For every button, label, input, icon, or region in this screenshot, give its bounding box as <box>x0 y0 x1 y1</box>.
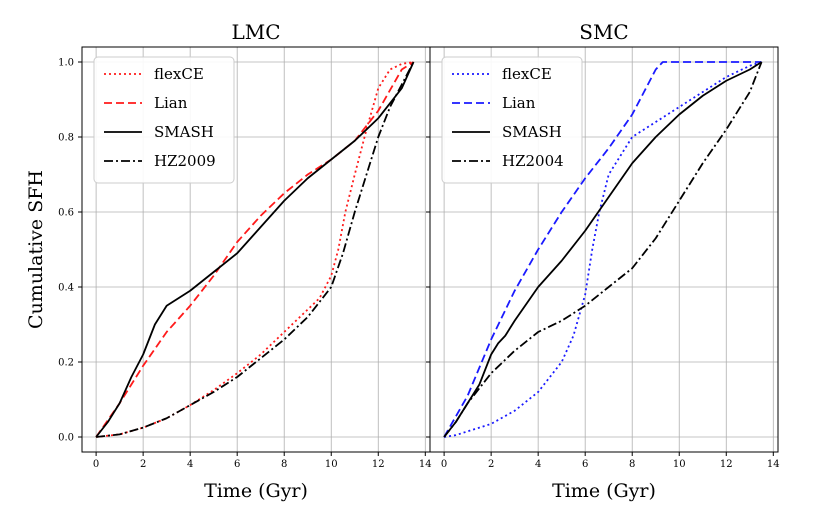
x-tick-label: 10 <box>325 459 338 470</box>
series-line-flexce <box>96 61 414 438</box>
legend-label: HZ2004 <box>502 152 564 170</box>
series-line-smash <box>443 61 763 438</box>
legend-label: HZ2009 <box>154 152 216 170</box>
y-tick-label: 0.4 <box>58 283 74 294</box>
x-tick-label: 0 <box>93 459 99 470</box>
legend: flexCE Lian SMASH HZ2009 <box>93 56 235 184</box>
x-axis-label: Time (Gyr) <box>204 480 308 502</box>
series-line-lian <box>443 61 762 438</box>
plot-frame <box>429 46 779 453</box>
x-tick-label: 6 <box>582 459 588 470</box>
panel-title: LMC <box>231 20 280 44</box>
x-tick-label: 10 <box>673 459 686 470</box>
legend-label: flexCE <box>154 65 204 83</box>
y-tick-label: 0.2 <box>58 358 74 369</box>
y-tick-label: 0.8 <box>58 133 74 144</box>
x-tick-label: 14 <box>767 459 780 470</box>
legend: flexCE Lian SMASH HZ2004 <box>441 56 583 184</box>
x-tick-label: 4 <box>187 459 193 470</box>
legend-label: SMASH <box>154 123 214 141</box>
panel-smc: 0 2 4 6 8 10 12 14 SMC Time (Gyr) flexCE Lian SMASH H… <box>426 20 780 502</box>
x-tick-label: 8 <box>629 459 635 470</box>
x-tick-label: 2 <box>140 459 146 470</box>
y-tick-label: 0.6 <box>58 208 74 219</box>
x-tick-label: 2 <box>488 459 494 470</box>
legend-label: SMASH <box>502 123 562 141</box>
series-line-smash <box>95 61 415 438</box>
legend-label: Lian <box>154 94 188 112</box>
series-line-flexce <box>443 61 762 438</box>
legend-frame <box>93 56 235 184</box>
x-axis-label: Time (Gyr) <box>552 480 656 502</box>
legend-label: Lian <box>502 94 536 112</box>
panel-lmc: 0 2 4 6 8 10 12 14 0.0 0.2 0.4 0.6 0.8 1.0 LMC Time (Gy… <box>58 20 432 502</box>
x-tick-label: 0 <box>441 459 447 470</box>
x-tick-label: 6 <box>234 459 240 470</box>
series-line-hz2009 <box>96 61 415 438</box>
x-tick-label: 14 <box>419 459 432 470</box>
legend-label: flexCE <box>502 65 552 83</box>
x-tick-label: 8 <box>281 459 287 470</box>
x-tick-label: 12 <box>720 459 733 470</box>
x-tick-label: 4 <box>535 459 541 470</box>
y-tick-label: 1.0 <box>58 58 74 69</box>
x-tick-label: 12 <box>372 459 385 470</box>
series-line-hz2004 <box>443 61 763 438</box>
y-tick-label: 0.0 <box>58 433 74 444</box>
y-axis-label: Cumulative SFH <box>25 170 47 329</box>
series-line-lian <box>95 61 415 438</box>
panel-title: SMC <box>579 20 628 44</box>
legend-frame <box>441 56 583 184</box>
